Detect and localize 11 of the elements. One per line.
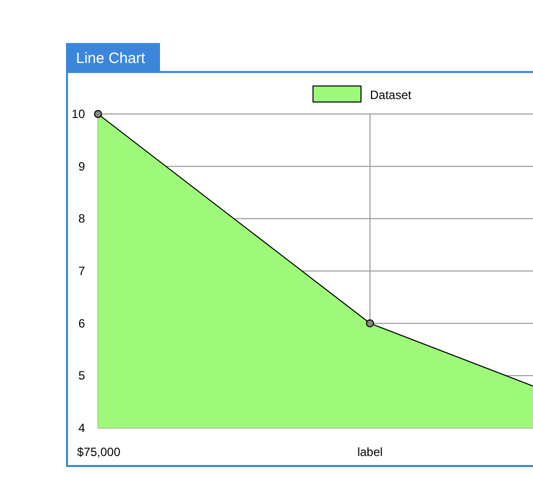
legend-label: Dataset xyxy=(370,88,412,102)
y-tick-label: 8 xyxy=(78,212,86,226)
x-tick-label: label xyxy=(357,445,383,459)
chart-title: Line Chart xyxy=(76,50,146,67)
x-tick-label: $75,000 xyxy=(77,445,121,459)
y-tick-label: 7 xyxy=(78,264,86,278)
y-tick-label: 5 xyxy=(78,368,86,383)
y-tick-label: 9 xyxy=(78,159,86,174)
y-tick-label: 6 xyxy=(78,316,86,330)
y-tick-label: 10 xyxy=(72,107,86,121)
y-tick-label: 4 xyxy=(78,421,86,435)
